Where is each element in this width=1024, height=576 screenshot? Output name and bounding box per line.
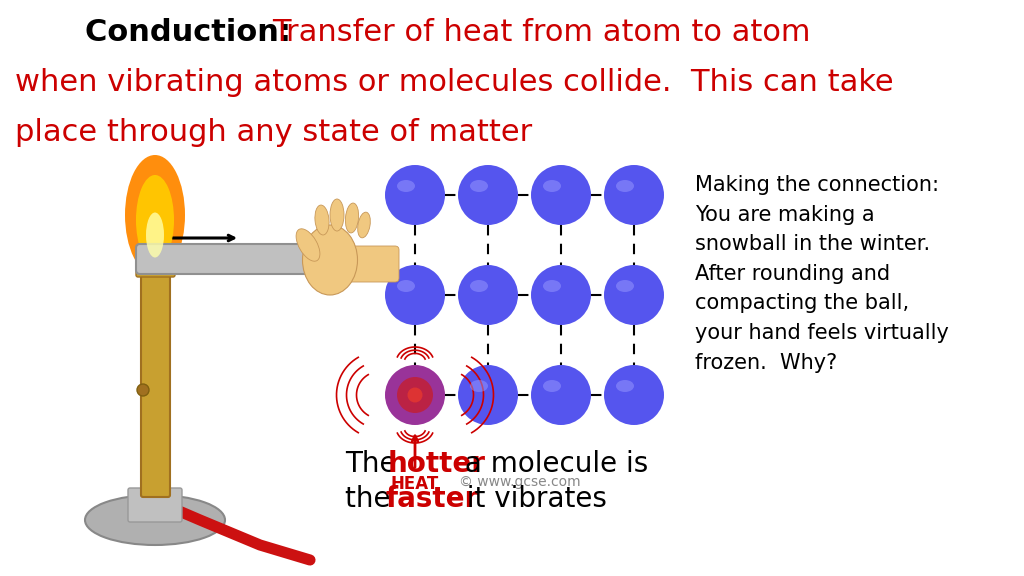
Ellipse shape: [616, 380, 634, 392]
Ellipse shape: [543, 280, 561, 292]
Ellipse shape: [357, 212, 371, 238]
Ellipse shape: [616, 280, 634, 292]
Text: when vibrating atoms or molecules collide.  This can take: when vibrating atoms or molecules collid…: [15, 68, 894, 97]
Circle shape: [137, 384, 150, 396]
Ellipse shape: [315, 205, 329, 235]
Ellipse shape: [136, 175, 174, 265]
Text: HEAT: HEAT: [391, 475, 439, 493]
Text: the: the: [345, 485, 399, 513]
Text: Making the connection:
You are making a
snowball in the winter.
After rounding a: Making the connection: You are making a …: [695, 175, 949, 373]
Circle shape: [385, 365, 445, 425]
Text: Transfer of heat from atom to atom: Transfer of heat from atom to atom: [272, 18, 811, 47]
Text: faster: faster: [385, 485, 478, 513]
FancyBboxPatch shape: [341, 246, 399, 282]
Circle shape: [408, 388, 423, 403]
Ellipse shape: [296, 229, 319, 262]
Ellipse shape: [397, 180, 415, 192]
Ellipse shape: [125, 155, 185, 275]
Ellipse shape: [330, 199, 344, 231]
Circle shape: [604, 265, 664, 325]
Ellipse shape: [146, 213, 164, 257]
Circle shape: [531, 165, 591, 225]
Ellipse shape: [302, 225, 357, 295]
Text: a molecule is: a molecule is: [456, 450, 648, 478]
Ellipse shape: [543, 380, 561, 392]
Circle shape: [604, 165, 664, 225]
Ellipse shape: [85, 495, 225, 545]
Ellipse shape: [345, 203, 358, 233]
Ellipse shape: [470, 180, 488, 192]
Circle shape: [458, 365, 518, 425]
Text: Conduction:: Conduction:: [85, 18, 302, 47]
Text: The: The: [345, 450, 406, 478]
FancyBboxPatch shape: [128, 488, 182, 522]
Text: place through any state of matter: place through any state of matter: [15, 118, 532, 147]
Circle shape: [397, 377, 433, 413]
Text: it vibrates: it vibrates: [449, 485, 607, 513]
Ellipse shape: [470, 380, 488, 392]
Text: © www.gcse.com: © www.gcse.com: [459, 475, 581, 489]
Circle shape: [385, 265, 445, 325]
FancyBboxPatch shape: [136, 244, 354, 274]
Circle shape: [531, 365, 591, 425]
Circle shape: [458, 165, 518, 225]
Ellipse shape: [470, 280, 488, 292]
Circle shape: [458, 265, 518, 325]
Circle shape: [385, 165, 445, 225]
Circle shape: [604, 365, 664, 425]
Text: hotter: hotter: [388, 450, 486, 478]
Circle shape: [531, 265, 591, 325]
Ellipse shape: [543, 180, 561, 192]
Ellipse shape: [397, 280, 415, 292]
FancyBboxPatch shape: [141, 268, 170, 497]
FancyBboxPatch shape: [136, 253, 175, 277]
Ellipse shape: [616, 180, 634, 192]
